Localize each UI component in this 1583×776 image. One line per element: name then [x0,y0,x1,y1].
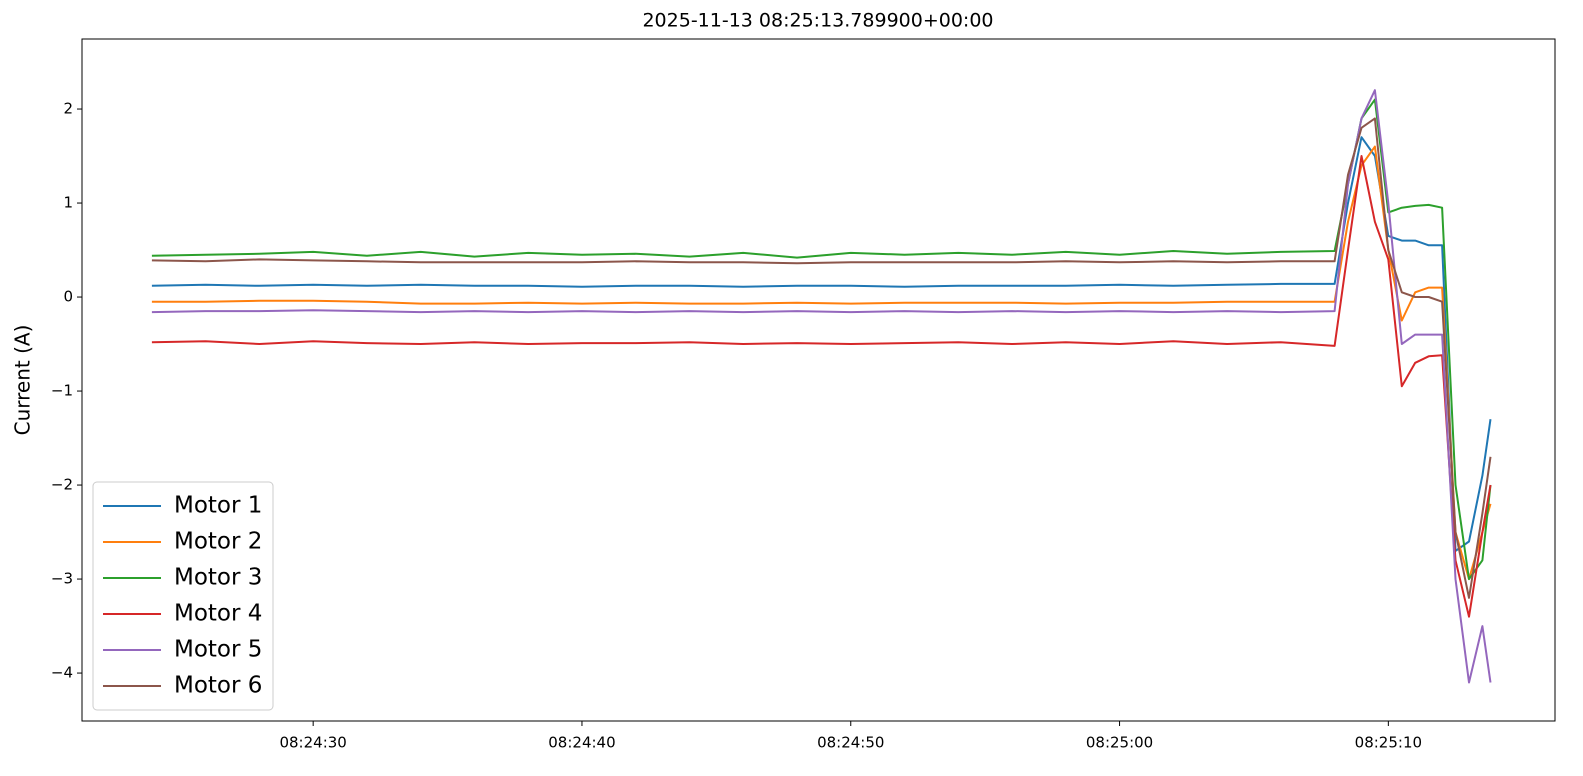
x-tick-label: 08:24:40 [548,734,615,752]
x-tick-label: 08:24:30 [279,734,346,752]
x-tick-label: 08:25:00 [1086,734,1153,752]
series-line [151,98,1492,581]
series-line [151,89,1492,684]
y-tick-label: 1 [63,194,73,212]
legend-label: Motor 2 [174,529,262,555]
y-tick-label: 0 [63,288,73,306]
series-line [151,155,1492,618]
series-line [151,136,1492,552]
y-tick-label: −4 [51,664,73,682]
legend-box [92,481,274,711]
y-tick-label: 2 [63,100,73,118]
y-tick-label: −2 [51,476,73,494]
legend-label: Motor 1 [174,493,262,519]
series-line [151,117,1492,599]
legend-label: Motor 5 [174,637,262,663]
chart-title: 2025-11-13 08:25:13.789900+00:00 [642,10,993,32]
y-axis-label: Current (A) [11,325,35,436]
axes-frame [81,38,1556,722]
plot-area [151,89,1492,684]
legend-label: Motor 6 [174,673,262,699]
series-line [151,145,1492,581]
legend-label: Motor 4 [174,601,262,627]
x-tick-label: 08:24:50 [817,734,884,752]
y-tick-label: −3 [51,570,73,588]
legend-label: Motor 3 [174,565,262,591]
x-tick-label: 08:25:10 [1355,734,1422,752]
y-tick-label: −1 [51,382,73,400]
